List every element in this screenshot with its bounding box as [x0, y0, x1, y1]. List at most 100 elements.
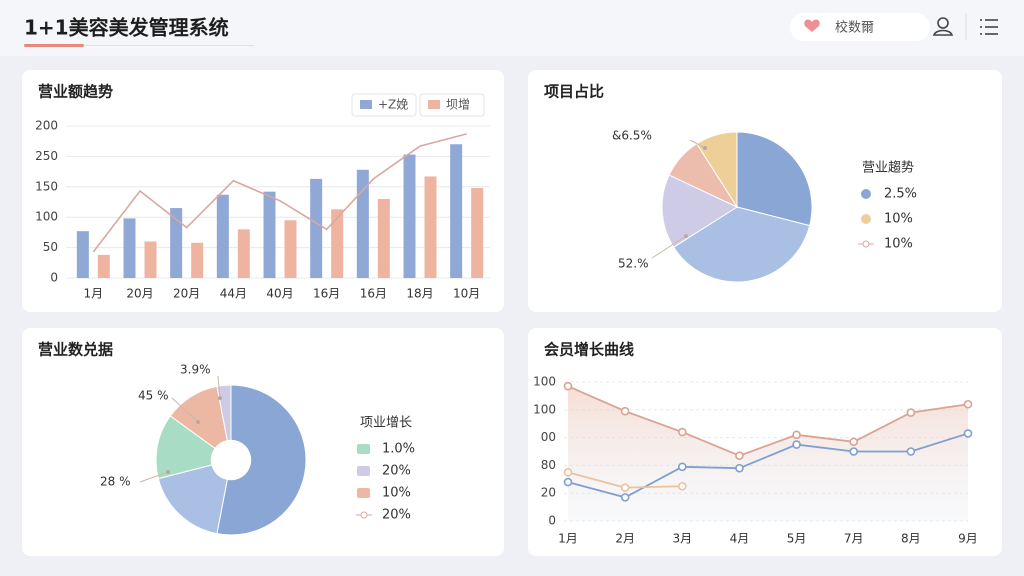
card-title: 营业数兑据 — [38, 341, 113, 359]
legend-label: 1.0% — [382, 442, 415, 457]
leader-dot — [218, 396, 222, 400]
legend-swatch — [357, 444, 370, 454]
y-tick-label: 200 — [35, 119, 58, 133]
trend-line — [92, 133, 467, 253]
point — [792, 430, 801, 440]
y-tick-label: 0 — [50, 271, 58, 285]
x-tick-label: 44月 — [220, 287, 247, 301]
bar — [237, 229, 250, 278]
bar — [356, 169, 369, 278]
legend-swatch — [357, 488, 370, 498]
legend-label: 20% — [382, 508, 411, 523]
bar — [377, 198, 390, 278]
point — [735, 463, 744, 473]
bar — [424, 176, 437, 278]
leader-line — [689, 139, 706, 149]
slice-label: 45 % — [138, 389, 169, 403]
series-line — [567, 432, 969, 499]
y-tick-label: 100 — [533, 402, 556, 416]
x-tick-label: 10月 — [453, 287, 480, 301]
bar — [310, 178, 323, 278]
x-tick-label: 5月 — [787, 532, 807, 546]
legend-title: 项业增长 — [360, 416, 412, 431]
bar — [284, 220, 297, 278]
slice-label: 28 % — [100, 475, 131, 489]
bar — [403, 154, 416, 278]
y-tick-label: 100 — [533, 375, 556, 389]
pie-slice — [157, 459, 232, 535]
menu-icon[interactable] — [980, 19, 998, 35]
point — [677, 462, 687, 472]
legend-label: 2.5% — [884, 187, 917, 202]
x-tick-label: 1月 — [558, 532, 578, 546]
leader-line — [217, 375, 221, 399]
point — [849, 447, 859, 456]
slice-label: 3.9% — [180, 363, 211, 377]
pie-slice — [661, 174, 739, 248]
x-tick-label: 7月 — [844, 532, 864, 546]
leader-line — [139, 471, 169, 483]
card-title: 营业额趋势 — [38, 83, 113, 101]
legend-marker — [862, 240, 870, 248]
bar — [216, 194, 229, 278]
legend-marker — [861, 189, 871, 199]
point — [563, 381, 573, 391]
leader-dot — [684, 234, 688, 238]
bar — [76, 231, 89, 278]
series-line — [567, 385, 969, 457]
x-tick-label: 9月 — [958, 532, 978, 546]
point — [563, 468, 573, 477]
bar — [331, 209, 344, 278]
legend-label: 10% — [884, 212, 913, 227]
point — [620, 493, 630, 502]
pie-slice — [736, 131, 813, 227]
heart-icon — [804, 19, 820, 32]
y-tick-label: 0 — [548, 514, 556, 528]
bar — [191, 242, 204, 278]
x-tick-label: 20月 — [173, 287, 200, 301]
point — [563, 477, 573, 487]
legend-marker — [360, 511, 368, 519]
x-tick-label: 40月 — [266, 287, 293, 301]
title-underline — [24, 44, 84, 47]
app-title: 1+1美容美发管理系统 — [24, 16, 229, 40]
y-tick-label: 100 — [35, 210, 58, 224]
point — [906, 447, 916, 456]
search-box[interactable] — [790, 13, 930, 41]
point — [963, 399, 973, 409]
y-tick-label: 20 — [541, 486, 556, 500]
point — [906, 408, 916, 417]
legend-title: 营业趨势 — [862, 160, 914, 176]
leader-dot — [196, 420, 200, 424]
x-tick-label: 4月 — [730, 532, 750, 546]
y-tick-label: 80 — [541, 458, 556, 472]
y-tick-label: 00 — [541, 430, 556, 444]
pie-slice — [216, 384, 307, 536]
legend-label: 20% — [382, 464, 411, 479]
donut-hole — [210, 439, 252, 481]
bar — [170, 208, 183, 278]
point — [735, 451, 744, 460]
point — [677, 481, 687, 491]
y-tick-label: 250 — [35, 149, 58, 163]
legend-marker — [861, 214, 871, 224]
legend-swatch — [360, 100, 372, 109]
bar — [123, 218, 136, 278]
x-tick-label: 20月 — [126, 287, 153, 301]
point — [849, 437, 859, 447]
leader-dot — [703, 146, 707, 150]
x-tick-label: 18月 — [406, 287, 433, 301]
x-tick-label: 16月 — [313, 287, 340, 301]
y-tick-label: 150 — [35, 179, 58, 193]
leader-dot — [166, 470, 170, 474]
user-icon[interactable] — [932, 17, 954, 36]
card-title: 会员增长曲线 — [544, 341, 634, 359]
bar — [471, 188, 484, 278]
bar — [263, 191, 276, 278]
slice-label: &6.5% — [612, 129, 652, 143]
legend-label: +Z娩 — [378, 98, 408, 112]
point — [792, 440, 801, 449]
x-tick-label: 3月 — [672, 532, 692, 546]
